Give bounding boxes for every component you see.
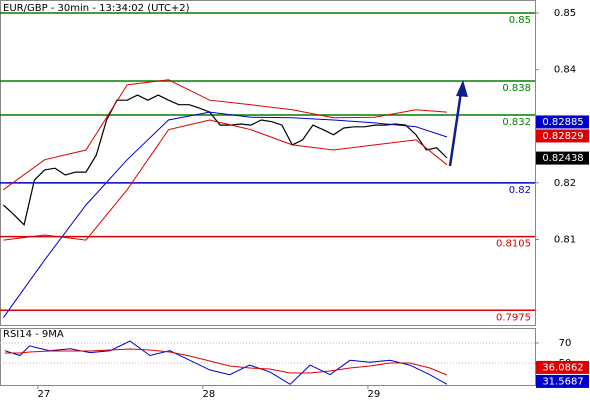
level-label: 0.7975 bbox=[496, 312, 531, 323]
series-line bbox=[2, 111, 448, 318]
y-tick-label: 0.81 bbox=[554, 235, 576, 246]
level-label: 0.832 bbox=[502, 117, 531, 128]
price-panel bbox=[0, 0, 536, 326]
y-tick-label: 0.82 bbox=[554, 178, 576, 189]
price-tag bbox=[536, 115, 589, 129]
level-label: 0.82 bbox=[509, 185, 531, 196]
price-tag bbox=[536, 151, 589, 165]
x-tick-label: 29 bbox=[368, 389, 381, 400]
series-line bbox=[4, 340, 448, 385]
price-tag bbox=[536, 374, 589, 388]
series-line bbox=[3, 79, 448, 191]
y-tick-label: 0.85 bbox=[554, 8, 576, 19]
series-line bbox=[2, 94, 448, 226]
y-tick-label: 70 bbox=[559, 338, 572, 349]
y-tick-label: 0.84 bbox=[554, 65, 576, 76]
price-tag-label: 36.0862 bbox=[542, 362, 583, 373]
level-label: 0.8105 bbox=[496, 239, 531, 250]
arrow-shaft bbox=[448, 91, 463, 167]
price-tag bbox=[536, 129, 589, 143]
series-line bbox=[4, 348, 448, 376]
price-tag-label: 0.82885 bbox=[542, 117, 583, 128]
x-tick-label: 28 bbox=[202, 389, 215, 400]
chart-title: EUR/GBP - 30min - 13:34:02 (UTC+2) bbox=[3, 3, 190, 14]
price-tag-label: 31.5687 bbox=[542, 376, 583, 387]
level-label: 0.85 bbox=[509, 15, 531, 26]
rsi-panel bbox=[0, 328, 536, 386]
level-label: 0.838 bbox=[502, 83, 531, 94]
price-tag-label: 0.82829 bbox=[542, 131, 583, 142]
rsi-title: RSI14 - 9MA bbox=[3, 329, 64, 340]
series-line bbox=[3, 119, 448, 241]
x-tick-label: 27 bbox=[37, 389, 50, 400]
price-tag bbox=[536, 360, 589, 374]
arrow-head bbox=[456, 80, 468, 97]
forecast-arrow bbox=[448, 80, 468, 167]
price-tag-label: 0.82438 bbox=[542, 153, 583, 164]
